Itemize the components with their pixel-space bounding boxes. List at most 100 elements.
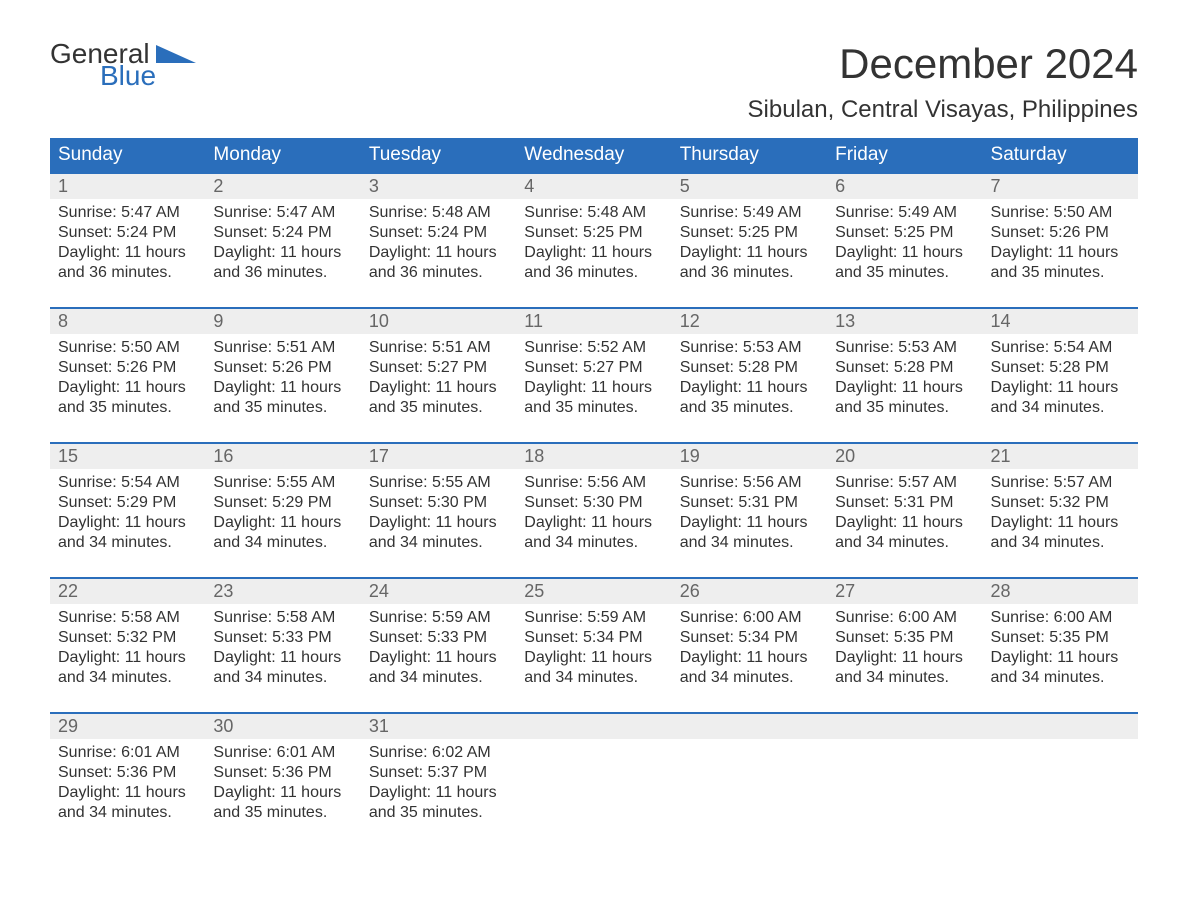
daylight-line: Daylight: 11 hours and 35 minutes.: [835, 243, 974, 283]
sunset-line: Sunset: 5:24 PM: [213, 223, 352, 243]
sunrise-line: Sunrise: 6:02 AM: [369, 743, 508, 763]
day-number: [983, 714, 1138, 739]
daylight-line: Daylight: 11 hours and 36 minutes.: [524, 243, 663, 283]
day-number: 10: [361, 309, 516, 334]
cell-body: Sunrise: 6:00 AMSunset: 5:35 PMDaylight:…: [827, 604, 982, 694]
brand-logo: General Blue: [50, 40, 196, 90]
calendar-cell: 25Sunrise: 5:59 AMSunset: 5:34 PMDayligh…: [516, 579, 671, 694]
sunrise-line: Sunrise: 5:47 AM: [58, 203, 197, 223]
daylight-line: Daylight: 11 hours and 35 minutes.: [524, 378, 663, 418]
sunrise-line: Sunrise: 5:51 AM: [369, 338, 508, 358]
sunrise-line: Sunrise: 5:55 AM: [369, 473, 508, 493]
day-number: 31: [361, 714, 516, 739]
daylight-line: Daylight: 11 hours and 34 minutes.: [58, 648, 197, 688]
daylight-line: Daylight: 11 hours and 36 minutes.: [680, 243, 819, 283]
weekday-header: Thursday: [672, 138, 827, 172]
sunset-line: Sunset: 5:34 PM: [524, 628, 663, 648]
title-block: December 2024 Sibulan, Central Visayas, …: [748, 40, 1138, 124]
calendar: Sunday Monday Tuesday Wednesday Thursday…: [50, 138, 1138, 829]
sunrise-line: Sunrise: 5:49 AM: [680, 203, 819, 223]
sunrise-line: Sunrise: 5:52 AM: [524, 338, 663, 358]
cell-body: Sunrise: 5:59 AMSunset: 5:33 PMDaylight:…: [361, 604, 516, 694]
cell-body: Sunrise: 5:49 AMSunset: 5:25 PMDaylight:…: [827, 199, 982, 289]
calendar-cell: 28Sunrise: 6:00 AMSunset: 5:35 PMDayligh…: [983, 579, 1138, 694]
calendar-cell: 15Sunrise: 5:54 AMSunset: 5:29 PMDayligh…: [50, 444, 205, 559]
day-number: 25: [516, 579, 671, 604]
sunset-line: Sunset: 5:31 PM: [835, 493, 974, 513]
sunset-line: Sunset: 5:25 PM: [835, 223, 974, 243]
sunset-line: Sunset: 5:28 PM: [680, 358, 819, 378]
daylight-line: Daylight: 11 hours and 34 minutes.: [213, 648, 352, 688]
cell-body: Sunrise: 5:50 AMSunset: 5:26 PMDaylight:…: [50, 334, 205, 424]
day-number: 16: [205, 444, 360, 469]
cell-body: Sunrise: 6:00 AMSunset: 5:35 PMDaylight:…: [983, 604, 1138, 694]
daylight-line: Daylight: 11 hours and 34 minutes.: [524, 648, 663, 688]
daylight-line: Daylight: 11 hours and 35 minutes.: [991, 243, 1130, 283]
sunrise-line: Sunrise: 5:47 AM: [213, 203, 352, 223]
month-title: December 2024: [748, 40, 1138, 88]
calendar-week: 1Sunrise: 5:47 AMSunset: 5:24 PMDaylight…: [50, 172, 1138, 289]
calendar-cell: 13Sunrise: 5:53 AMSunset: 5:28 PMDayligh…: [827, 309, 982, 424]
day-number: 19: [672, 444, 827, 469]
calendar-week: 15Sunrise: 5:54 AMSunset: 5:29 PMDayligh…: [50, 442, 1138, 559]
cell-body: Sunrise: 5:59 AMSunset: 5:34 PMDaylight:…: [516, 604, 671, 694]
cell-body: [983, 739, 1138, 749]
daylight-line: Daylight: 11 hours and 36 minutes.: [213, 243, 352, 283]
sunset-line: Sunset: 5:36 PM: [58, 763, 197, 783]
cell-body: Sunrise: 5:48 AMSunset: 5:25 PMDaylight:…: [516, 199, 671, 289]
daylight-line: Daylight: 11 hours and 34 minutes.: [524, 513, 663, 553]
daylight-line: Daylight: 11 hours and 35 minutes.: [680, 378, 819, 418]
day-number: 11: [516, 309, 671, 334]
calendar-cell: 7Sunrise: 5:50 AMSunset: 5:26 PMDaylight…: [983, 174, 1138, 289]
calendar-cell: 6Sunrise: 5:49 AMSunset: 5:25 PMDaylight…: [827, 174, 982, 289]
calendar-cell: 4Sunrise: 5:48 AMSunset: 5:25 PMDaylight…: [516, 174, 671, 289]
calendar-cell: 24Sunrise: 5:59 AMSunset: 5:33 PMDayligh…: [361, 579, 516, 694]
day-number: 20: [827, 444, 982, 469]
sunset-line: Sunset: 5:33 PM: [369, 628, 508, 648]
day-number: 28: [983, 579, 1138, 604]
sunrise-line: Sunrise: 5:56 AM: [524, 473, 663, 493]
cell-body: Sunrise: 5:55 AMSunset: 5:30 PMDaylight:…: [361, 469, 516, 559]
sunset-line: Sunset: 5:28 PM: [991, 358, 1130, 378]
daylight-line: Daylight: 11 hours and 35 minutes.: [213, 378, 352, 418]
sunrise-line: Sunrise: 5:51 AM: [213, 338, 352, 358]
day-number: 27: [827, 579, 982, 604]
calendar-cell: [827, 714, 982, 829]
day-number: 1: [50, 174, 205, 199]
calendar-cell: 2Sunrise: 5:47 AMSunset: 5:24 PMDaylight…: [205, 174, 360, 289]
calendar-cell: 30Sunrise: 6:01 AMSunset: 5:36 PMDayligh…: [205, 714, 360, 829]
cell-body: Sunrise: 5:52 AMSunset: 5:27 PMDaylight:…: [516, 334, 671, 424]
sunset-line: Sunset: 5:35 PM: [991, 628, 1130, 648]
sunrise-line: Sunrise: 5:48 AM: [524, 203, 663, 223]
sunrise-line: Sunrise: 5:55 AM: [213, 473, 352, 493]
cell-body: Sunrise: 5:53 AMSunset: 5:28 PMDaylight:…: [672, 334, 827, 424]
daylight-line: Daylight: 11 hours and 34 minutes.: [213, 513, 352, 553]
weekday-header: Wednesday: [516, 138, 671, 172]
cell-body: Sunrise: 5:57 AMSunset: 5:32 PMDaylight:…: [983, 469, 1138, 559]
cell-body: Sunrise: 5:47 AMSunset: 5:24 PMDaylight:…: [205, 199, 360, 289]
cell-body: Sunrise: 5:50 AMSunset: 5:26 PMDaylight:…: [983, 199, 1138, 289]
day-number: 21: [983, 444, 1138, 469]
cell-body: [672, 739, 827, 749]
day-number: 12: [672, 309, 827, 334]
calendar-cell: 14Sunrise: 5:54 AMSunset: 5:28 PMDayligh…: [983, 309, 1138, 424]
daylight-line: Daylight: 11 hours and 34 minutes.: [58, 783, 197, 823]
daylight-line: Daylight: 11 hours and 35 minutes.: [369, 783, 508, 823]
sunrise-line: Sunrise: 5:58 AM: [213, 608, 352, 628]
weekday-header: Friday: [827, 138, 982, 172]
calendar-cell: 26Sunrise: 6:00 AMSunset: 5:34 PMDayligh…: [672, 579, 827, 694]
cell-body: [827, 739, 982, 749]
sunrise-line: Sunrise: 5:56 AM: [680, 473, 819, 493]
sunset-line: Sunset: 5:25 PM: [524, 223, 663, 243]
sunrise-line: Sunrise: 6:00 AM: [991, 608, 1130, 628]
calendar-week: 8Sunrise: 5:50 AMSunset: 5:26 PMDaylight…: [50, 307, 1138, 424]
sunrise-line: Sunrise: 5:50 AM: [58, 338, 197, 358]
weekday-header: Saturday: [983, 138, 1138, 172]
sunset-line: Sunset: 5:31 PM: [680, 493, 819, 513]
cell-body: Sunrise: 5:48 AMSunset: 5:24 PMDaylight:…: [361, 199, 516, 289]
day-number: 17: [361, 444, 516, 469]
sunset-line: Sunset: 5:30 PM: [524, 493, 663, 513]
cell-body: Sunrise: 5:53 AMSunset: 5:28 PMDaylight:…: [827, 334, 982, 424]
weekday-header: Tuesday: [361, 138, 516, 172]
sunset-line: Sunset: 5:32 PM: [58, 628, 197, 648]
